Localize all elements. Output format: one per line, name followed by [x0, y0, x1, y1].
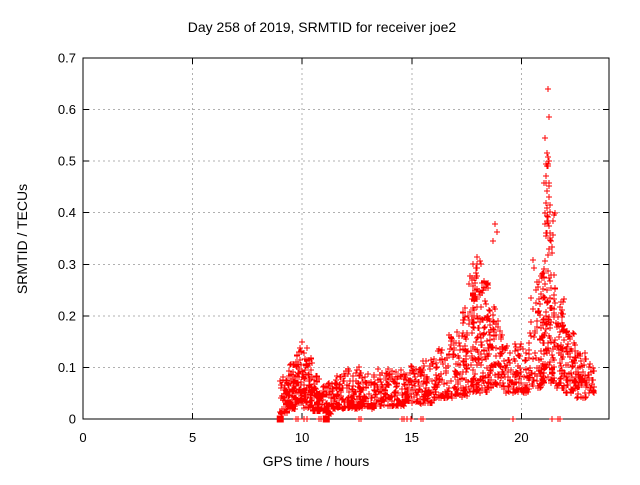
plot-border [82, 57, 610, 420]
x-tick-label: 10 [295, 430, 309, 445]
y-tick-label: 0.1 [58, 360, 76, 375]
tick-labels: 0 5 10 15 20 0 0.1 0.2 0.3 0.4 0.5 0.6 0.7 [58, 51, 529, 446]
x-tick-label: 0 [79, 430, 86, 445]
y-axis-label: SRMTID / TECUs [14, 184, 30, 294]
axis-ticks [82, 57, 609, 420]
data-point-markers [277, 86, 597, 422]
y-tick-label: 0.4 [58, 205, 76, 220]
zero-cluster-marker [322, 415, 330, 423]
zero-cluster-marker [276, 415, 284, 423]
grid-lines [83, 58, 609, 419]
y-tick-label: 0.5 [58, 154, 76, 169]
x-tick-label: 5 [189, 430, 196, 445]
x-axis-label: GPS time / hours [263, 453, 370, 469]
y-tick-label: 0.6 [58, 102, 76, 117]
y-tick-label: 0 [69, 412, 76, 427]
y-tick-label: 0.7 [58, 51, 76, 66]
y-tick-label: 0.2 [58, 308, 76, 323]
x-tick-label: 20 [514, 430, 528, 445]
scatter-points [276, 86, 597, 423]
y-tick-label: 0.3 [58, 257, 76, 272]
chart-title: Day 258 of 2019, SRMTID for receiver joe… [188, 19, 457, 35]
x-tick-label: 15 [405, 430, 419, 445]
